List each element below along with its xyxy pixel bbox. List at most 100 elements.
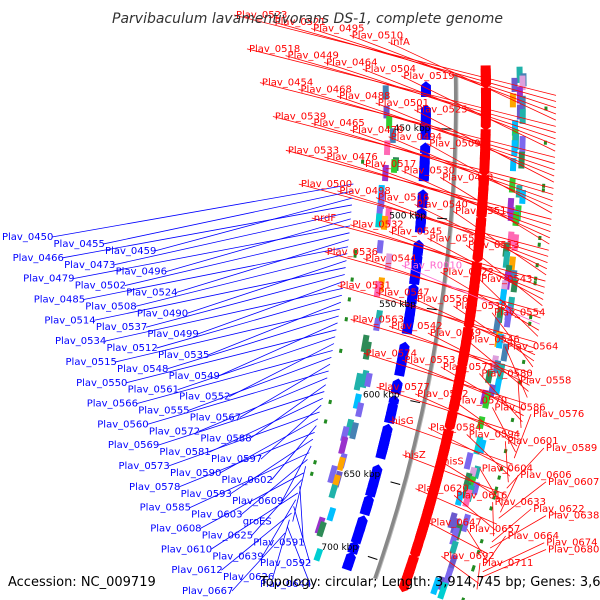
gene-label[interactable]: Plav_0518 (249, 44, 300, 55)
gene-label[interactable]: Plav_0495 (313, 24, 364, 35)
gene-label[interactable]: Plav_0551 (455, 206, 506, 217)
gene-label[interactable]: Plav_0606 (520, 470, 571, 481)
gene-label[interactable]: Plav_0498 (339, 186, 390, 197)
gene-label[interactable]: Plav_0504 (365, 64, 416, 75)
gene-label[interactable]: Plav_0597 (211, 454, 262, 465)
gene-label[interactable]: Plav_0449 (288, 51, 339, 62)
gene-label[interactable]: Plav_0561 (128, 385, 179, 396)
gene-label[interactable]: Plav_0680 (548, 544, 599, 555)
gene-label[interactable]: Plav_0555 (138, 406, 189, 417)
gene-label[interactable]: Plav_0591 (253, 537, 304, 548)
gene-label[interactable]: Plav_0525 (416, 105, 467, 116)
gene-label[interactable]: Plav_0604 (482, 463, 533, 474)
gene-label[interactable]: Plav_0542 (391, 321, 442, 332)
gene-label[interactable]: Plav_0532 (352, 220, 403, 231)
gene-label[interactable]: Plav_0539 (275, 111, 326, 122)
gene-label[interactable]: Plav_0563 (353, 314, 404, 325)
gene-label[interactable]: Plav_0547 (378, 287, 429, 298)
gene-label[interactable]: Plav_0592 (260, 558, 311, 569)
gene-label[interactable]: Plav_0620 (417, 484, 468, 495)
gene-label[interactable]: Plav_0521 (275, 17, 326, 28)
gene-label[interactable]: Plav_0514 (44, 315, 95, 326)
gene-label[interactable]: Plav_0626 (223, 572, 274, 583)
gene-label[interactable]: Plav_0522 (443, 267, 494, 278)
gene-label[interactable]: Plav_0466 (13, 253, 64, 264)
gene-label[interactable]: hisG (392, 416, 414, 427)
gene-label[interactable]: Plav_0593 (181, 489, 232, 500)
gene-label[interactable]: Plav_0473 (64, 260, 115, 271)
gene-label[interactable]: Plav_0638 (548, 511, 599, 522)
gene-label[interactable]: Plav_0476 (326, 152, 377, 163)
gene-label[interactable]: Plav_0509 (429, 139, 480, 150)
gene-label[interactable]: Plav_0667 (182, 586, 233, 597)
gene-label[interactable]: Plav_0459 (105, 246, 156, 257)
gene-label[interactable]: Plav_0633 (495, 497, 546, 508)
gene-label[interactable]: Plav_0602 (222, 475, 273, 486)
gene-label[interactable]: Plav_0531 (340, 281, 391, 292)
gene-label[interactable]: Plav_0544 (365, 254, 416, 265)
gene-label[interactable]: Plav_0562 (417, 389, 468, 400)
gene-label[interactable]: Plav_0496 (116, 267, 167, 278)
gene-label[interactable]: Plav_0545 (391, 226, 442, 237)
gene-label[interactable]: Plav_0586 (494, 402, 545, 413)
gene-label[interactable]: Plav_0610 (161, 544, 212, 555)
gene-label[interactable]: Plav_0494 (391, 132, 442, 143)
gene-label[interactable]: Plav_0622 (533, 504, 584, 515)
gene-label[interactable]: hisZ (405, 450, 426, 461)
gene-label[interactable]: Plav_0588 (200, 433, 251, 444)
gene-label[interactable]: Plav_0549 (169, 371, 220, 382)
gene-label[interactable]: Plav_0556 (417, 294, 468, 305)
gene-label[interactable]: Plav_0572 (149, 426, 200, 437)
gene-label[interactable]: Plav_0519 (403, 71, 454, 82)
gene-label[interactable]: Plav_0535 (158, 350, 209, 361)
gene-label[interactable]: Plav_0536 (327, 247, 378, 258)
gene-label[interactable]: Plav_0515 (66, 357, 117, 368)
gene-label[interactable]: Plav_0711 (482, 558, 533, 569)
gene-label[interactable]: Plav_0644 (260, 579, 311, 590)
gene-label[interactable]: Plav_0500 (301, 179, 352, 190)
gene-label[interactable]: Plav_0488 (339, 91, 390, 102)
gene-label[interactable]: Plav_0538 (455, 301, 506, 312)
gene-label[interactable]: Plav_0584 (430, 423, 481, 434)
gene-label[interactable]: Plav_0512 (106, 343, 157, 354)
gene-label[interactable]: Plav_0450 (2, 232, 53, 243)
gene-label[interactable]: Plav_0510 (352, 30, 403, 41)
gene-label[interactable]: Plav_0603 (191, 510, 242, 521)
gene-label[interactable]: Plav_0573 (118, 461, 169, 472)
gene-label[interactable]: Plav_0577 (379, 382, 430, 393)
gene-label[interactable]: Plav_0601 (507, 436, 558, 447)
gene-label[interactable]: Plav_0455 (54, 239, 105, 250)
gene-label[interactable]: Plav_0612 (171, 565, 222, 576)
gene-label[interactable]: Plav_0530 (404, 166, 455, 177)
gene-label[interactable]: Plav_0546 (468, 335, 519, 346)
gene-label[interactable]: Plav_0465 (313, 118, 364, 129)
gene-label[interactable]: Plav_0674 (546, 538, 597, 549)
gene-label[interactable]: Plav_0607 (548, 477, 599, 488)
gene-label[interactable]: Plav_0594 (469, 429, 520, 440)
gene-label[interactable]: Plav_0578 (129, 482, 180, 493)
gene-label[interactable]: Plav_0558 (520, 375, 571, 386)
gene-label[interactable]: Plav_0609 (232, 496, 283, 507)
gene-label[interactable]: Plav_0537 (96, 322, 147, 333)
gene-label[interactable]: Plav_0540 (417, 199, 468, 210)
gene-label[interactable]: Plav_0552 (179, 392, 230, 403)
gene-label[interactable]: Plav_0513 (468, 240, 519, 251)
gene-label[interactable]: Plav_0576 (533, 409, 584, 420)
gene-label[interactable]: Plav_0464 (326, 57, 377, 68)
gene-label[interactable]: Plav_0589 (546, 443, 597, 454)
gene-label[interactable]: Plav_0502 (75, 281, 126, 292)
gene-label[interactable]: Plav_0647 (430, 517, 481, 528)
gene-label[interactable]: Plav_0567 (190, 412, 241, 423)
gene-label[interactable]: Plav_0554 (494, 308, 545, 319)
gene-label[interactable]: Plav_0569 (108, 440, 159, 451)
gene-label[interactable]: Plav_0548 (117, 364, 168, 375)
gene-label[interactable]: Plav_0580 (481, 369, 532, 380)
gene-label[interactable]: nrdF (314, 213, 337, 224)
gene-label[interactable]: Plav_0543 (481, 274, 532, 285)
gene-label[interactable]: Plav_0581 (159, 447, 210, 458)
gene-label[interactable]: Plav_0692 (443, 551, 494, 562)
gene-label[interactable]: Plav_0570 (456, 396, 507, 407)
gene-label[interactable]: Plav_0639 (212, 551, 263, 562)
gene-label[interactable]: Plav_0557 (430, 233, 481, 244)
gene-label[interactable]: groES (243, 517, 272, 528)
